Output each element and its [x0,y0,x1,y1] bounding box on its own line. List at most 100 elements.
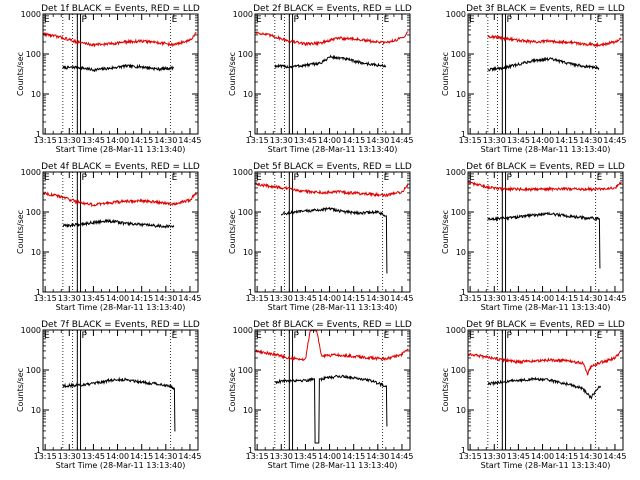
marker-label-p: P [507,331,513,341]
plot-frame [467,329,624,451]
x-tick-label: 14:30 [154,452,177,461]
y-tick-label: 1000 [233,10,253,19]
y-tick-label: 100 [238,366,253,375]
x-tick-label: 13:30 [270,294,293,303]
panel-title: Det 1f BLACK = Events, RED = LLD [41,4,200,14]
y-tick-label: 10 [456,248,466,257]
y-tick-label: 1000 [233,326,253,335]
x-tick-label: 14:15 [342,136,365,145]
x-tick-label: 13:45 [294,294,317,303]
y-tick-label: 1 [36,130,41,139]
y-tick-label: 100 [451,208,466,217]
y-tick-label: 10 [31,90,41,99]
x-tick-label: 13:15 [246,294,269,303]
panel-title: Det 4f BLACK = Events, RED = LLD [41,162,200,172]
x-tick-label: 14:00 [318,294,341,303]
x-tick-label: 14:30 [366,452,389,461]
panel-title: Det 9f BLACK = Events, RED = LLD [466,320,625,330]
plot-frame [467,13,624,135]
marker-label-e-end: E [597,331,603,341]
y-axis-label: Counts/sec [16,210,25,254]
x-tick-label: 14:45 [603,294,626,303]
y-tick-label: 1000 [233,168,253,177]
x-tick-label: 13:15 [459,452,482,461]
x-tick-label: 14:00 [531,452,554,461]
x-axis-label: Start Time (28-Mar-11 13:13:40) [56,303,186,312]
series-line-lld [255,31,409,47]
y-tick-label: 1 [461,130,466,139]
x-tick-label: 14:15 [130,452,153,461]
series-line-lld [468,180,622,193]
series-line-events [280,206,388,274]
series-line-lld [43,191,197,208]
x-tick-label: 14:45 [178,294,201,303]
x-tick-label: 13:30 [483,452,506,461]
x-tick-label: 13:45 [507,294,530,303]
y-tick-label: 1 [461,446,466,455]
x-tick-label: 14:00 [531,136,554,145]
marker-label-p: P [507,173,513,183]
marker-label-e-start: E [44,173,50,183]
x-tick-label: 13:30 [270,136,293,145]
x-tick-label: 13:45 [507,136,530,145]
x-tick-label: 14:30 [154,136,177,145]
x-tick-label: 13:15 [34,452,57,461]
plot-frame [254,13,411,135]
y-axis-label: Counts/sec [16,52,25,96]
marker-label-e-end: E [172,173,178,183]
x-axis-label: Start Time (28-Mar-11 13:13:40) [481,145,611,154]
x-axis-label: Start Time (28-Mar-11 13:13:40) [268,303,398,312]
panel-title: Det 3f BLACK = Events, RED = LLD [466,4,625,14]
x-axis-label: Start Time (28-Mar-11 13:13:40) [56,145,186,154]
x-tick-label: 13:15 [34,294,57,303]
marker-label-e-start: E [256,173,262,183]
x-tick-label: 13:30 [58,294,81,303]
y-tick-label: 1 [461,288,466,297]
marker-label-p: P [82,173,88,183]
marker-label-e-end: E [384,331,390,341]
series-line-lld [43,31,197,48]
x-tick-label: 14:45 [178,136,201,145]
x-tick-label: 13:30 [483,294,506,303]
x-tick-label: 14:00 [106,136,129,145]
marker-label-e-end: E [172,331,178,341]
marker-label-e-start: E [44,15,50,25]
y-tick-label: 10 [31,406,41,415]
x-tick-label: 13:15 [459,294,482,303]
y-tick-label: 100 [451,366,466,375]
y-tick-label: 10 [456,90,466,99]
y-tick-label: 100 [451,50,466,59]
marker-label-p: P [82,331,88,341]
marker-label-e-start: E [256,331,262,341]
y-axis-label: Counts/sec [441,210,450,254]
y-axis-label: Counts/sec [228,52,237,96]
marker-label-e-end: E [172,15,178,25]
y-tick-label: 100 [238,208,253,217]
x-tick-label: 13:45 [507,452,530,461]
marker-label-e-start: E [469,15,475,25]
series-line-events [487,376,601,400]
x-tick-label: 13:15 [246,452,269,461]
y-tick-label: 10 [31,248,41,257]
x-axis-label: Start Time (28-Mar-11 13:13:40) [268,145,398,154]
series-line-events [487,211,601,269]
x-axis-label: Start Time (28-Mar-11 13:13:40) [56,461,186,470]
x-tick-label: 14:45 [603,452,626,461]
y-tick-label: 1000 [446,326,466,335]
series-line-events [274,374,388,444]
y-tick-label: 1 [248,288,253,297]
x-tick-label: 14:15 [130,136,153,145]
x-tick-label: 14:45 [603,136,626,145]
x-axis-label: Start Time (28-Mar-11 13:13:40) [481,303,611,312]
x-tick-label: 14:30 [579,136,602,145]
series-line-lld [468,350,622,376]
y-tick-label: 10 [243,406,253,415]
plot-frame [467,171,624,293]
panel-title: Det 6f BLACK = Events, RED = LLD [466,162,625,172]
